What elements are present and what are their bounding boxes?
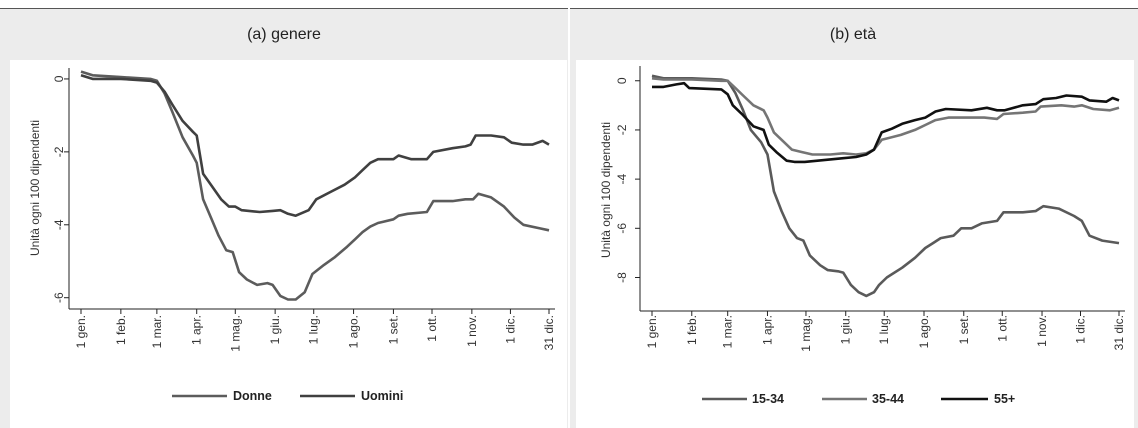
x-tick-label: 31 dic. [542, 315, 556, 350]
chart-genere-background [10, 60, 567, 428]
y-tick-label: -6 [615, 223, 629, 234]
legend-label: 55+ [994, 392, 1015, 406]
legend-label: 15-34 [752, 392, 784, 406]
series-line-55- [652, 81, 1120, 164]
y-tick-label: -2 [52, 146, 66, 157]
x-tick-label: 1 dic. [503, 315, 517, 344]
y-tick-label: -2 [615, 124, 629, 135]
legend-a: Donne Uomini [172, 389, 403, 403]
x-tick-label: 1 mar. [150, 315, 164, 348]
x-tick-label: 1 set. [957, 315, 971, 344]
x-tick-label: 1 feb. [114, 315, 128, 345]
panel-title-a: (a) genere [247, 26, 321, 43]
x-tick-label: 1 ago. [917, 315, 931, 348]
series-a [80, 70, 550, 301]
series-b [651, 74, 1120, 298]
chart-eta: Unità ogni 100 dipendenti 0 -2 -4 -6 -8 1 ge… [576, 60, 1134, 428]
y-tick-label: -8 [615, 272, 629, 283]
chart-genere: Unità ogni 100 dipendenti 0 -2 -4 -6 1 gen.… [10, 60, 567, 428]
x-tick-label: 1 gen. [74, 315, 88, 348]
x-tick-label: 1 giu. [839, 315, 853, 344]
x-tick-label: 1 ago. [347, 315, 361, 348]
legend-label: 35-44 [872, 392, 904, 406]
y-tick-label: -4 [52, 219, 66, 230]
y-tick-label: 0 [52, 75, 66, 82]
x-tick-label: 1 dic. [1074, 315, 1088, 344]
y-tick-label: -6 [52, 292, 66, 303]
x-tick-label: 31 dic. [1112, 315, 1126, 350]
x-tick-label: 1 feb. [685, 315, 699, 345]
x-tick-label: 1 nov. [1035, 315, 1049, 347]
series-line-uomini [80, 74, 550, 217]
x-tick-label: 1 apr. [190, 315, 204, 345]
x-tick-label: 1 mag. [228, 315, 242, 352]
y-tick-label: 0 [615, 77, 629, 84]
chart-eta-background [576, 60, 1134, 428]
x-tick-label: 1 mar. [721, 315, 735, 348]
x-ticks-b: 1 gen. 1 feb. 1 mar. 1 apr. 1 mag. 1 giu. 1 lu… [645, 311, 1126, 352]
x-ticks-a: 1 gen. 1 feb. 1 mar. 1 apr. 1 mag. 1 giu. 1 lu… [74, 309, 556, 352]
y-ticks-b: 0 -2 -4 -6 -8 [615, 77, 640, 283]
x-tick-label: 1 lug. [877, 315, 891, 344]
legend-label: Uomini [361, 389, 403, 403]
x-tick-label: 1 gen. [645, 315, 659, 348]
x-tick-label: 1 ott. [995, 315, 1009, 342]
x-tick-label: 1 mag. [799, 315, 813, 352]
x-tick-label: 1 nov. [465, 315, 479, 347]
legend-b: 15-34 35-44 55+ [702, 392, 1015, 406]
x-tick-label: 1 lug. [307, 315, 321, 344]
y-tick-label: -4 [615, 173, 629, 184]
x-tick-label: 1 set. [386, 315, 400, 344]
series-line-donne [80, 70, 550, 301]
x-tick-label: 1 giu. [268, 315, 282, 344]
series-line-15-34 [651, 74, 1120, 298]
legend-label: Donne [233, 389, 272, 403]
x-tick-label: 1 apr. [760, 315, 774, 345]
x-tick-label: 1 ott. [425, 315, 439, 342]
y-axis-title-a: Unità ogni 100 dipendenti [28, 120, 42, 256]
y-ticks-a: 0 -2 -4 -6 [52, 75, 69, 303]
panel-title-b: (b) età [830, 26, 876, 43]
y-axis-title-b: Unità ogni 100 dipendenti [599, 122, 613, 258]
